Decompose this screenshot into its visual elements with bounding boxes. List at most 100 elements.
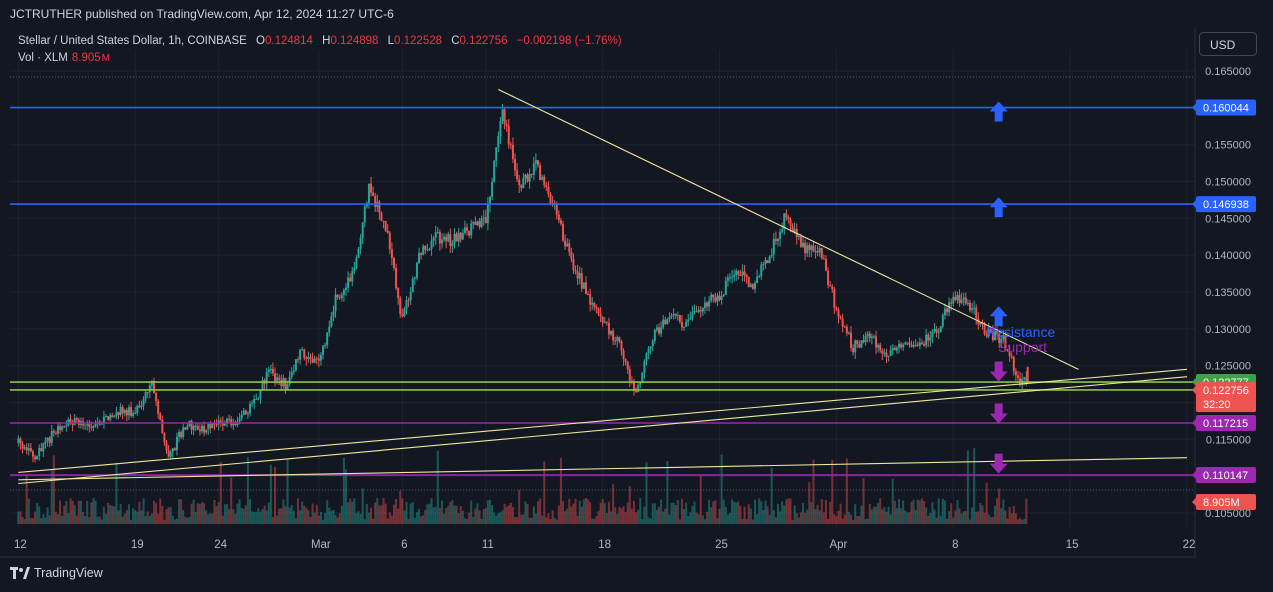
volume-bar	[453, 505, 456, 524]
volume-bar	[562, 501, 565, 524]
volume-bar	[662, 511, 665, 524]
candle-body	[854, 340, 857, 353]
candle-body	[616, 337, 619, 342]
volume-bar	[94, 500, 97, 524]
volume-bar	[463, 518, 466, 524]
publisher-line: JCTRUTHER published on TradingView.com, …	[10, 7, 394, 21]
volume-bar	[806, 509, 809, 524]
time-axis[interactable]: 12 19 24 Mar 6 11 18 25 Apr 8 15 22	[0, 539, 1195, 558]
candle-body	[238, 418, 241, 422]
high-label: H	[322, 35, 331, 47]
volume-bar	[447, 505, 450, 524]
candle-body	[155, 392, 158, 401]
trend-lines[interactable]	[18, 88, 1188, 485]
candle-body	[726, 277, 729, 281]
volume-bar	[883, 506, 886, 524]
candle-body	[685, 321, 688, 327]
volume-bar	[167, 507, 170, 524]
candle-body	[75, 418, 78, 420]
currency-button[interactable]: USD	[1199, 32, 1257, 56]
volume-bar	[432, 507, 435, 524]
candle-body	[906, 342, 909, 344]
volume-bar	[916, 499, 919, 524]
candle-body	[918, 342, 921, 346]
candle-body	[1016, 375, 1019, 378]
volume-bar	[991, 516, 994, 524]
volume-bar	[40, 518, 43, 524]
candle-body	[305, 357, 308, 359]
volume-bar	[772, 510, 775, 524]
candle-body	[445, 236, 448, 242]
volume-bar	[941, 498, 944, 524]
volume-bar	[445, 508, 448, 524]
volume-bar	[205, 510, 208, 524]
volume-bar	[820, 499, 823, 524]
candle-body	[44, 440, 47, 444]
candle-body	[63, 426, 66, 428]
tradingview-icon	[10, 567, 30, 579]
volume-bar	[307, 510, 310, 524]
candle-body	[562, 223, 565, 241]
candle-body	[509, 144, 512, 146]
level-badge-pointer	[1192, 418, 1196, 427]
candle-body	[637, 384, 640, 393]
candle-body	[549, 194, 552, 203]
volume-bar	[501, 510, 504, 524]
volume-bar	[67, 512, 70, 524]
candle-body	[34, 456, 37, 460]
volume-bar	[870, 509, 873, 524]
candle-body	[17, 438, 20, 443]
volume-bar	[520, 514, 523, 524]
volume-bar	[618, 506, 621, 524]
volume-bar	[180, 499, 183, 524]
candle-body	[344, 287, 347, 290]
candle-body	[284, 378, 287, 390]
volume-bar	[918, 500, 921, 524]
candle-body	[768, 256, 771, 264]
volume-bar	[526, 504, 529, 524]
volume-bar	[194, 511, 197, 524]
volume-bar	[862, 478, 865, 524]
tradingview-logo[interactable]: TradingView	[10, 566, 103, 580]
candle-body	[1026, 367, 1029, 382]
candle-body	[288, 376, 291, 385]
candle-body	[822, 258, 825, 260]
volume-bar	[708, 499, 711, 524]
volume-bar	[689, 512, 692, 524]
volume-bar	[843, 514, 846, 524]
candle-body	[1004, 335, 1007, 351]
volume-bar	[440, 500, 443, 524]
candle-body	[841, 319, 844, 327]
candle-body	[480, 218, 483, 227]
time-tick-label: 8	[952, 539, 958, 551]
volume-bar	[931, 502, 934, 524]
candle-body	[136, 405, 139, 413]
volume-bar	[964, 510, 967, 524]
annotation-support: Support	[998, 339, 1047, 355]
candle-body	[534, 160, 537, 164]
volume-bar	[123, 513, 126, 524]
candle-body	[641, 372, 644, 383]
volume-bar	[607, 501, 610, 524]
volume-bar	[246, 457, 249, 524]
candle-body	[493, 160, 496, 182]
volume-bar	[872, 506, 875, 524]
candle-body	[960, 299, 963, 304]
candle-body	[178, 432, 181, 437]
time-tick-label: 12	[14, 539, 27, 551]
volume-bar	[286, 459, 289, 524]
volume-bar	[956, 500, 959, 524]
candle-body	[324, 345, 327, 347]
candle-body	[276, 377, 279, 381]
volume-bar	[693, 501, 696, 524]
volume-bar	[228, 508, 231, 524]
volume-bar	[804, 512, 807, 524]
volume-bar	[349, 498, 352, 524]
volume-bar	[56, 514, 59, 524]
volume-bar	[785, 499, 788, 524]
candle-body	[758, 276, 761, 278]
candle-body	[19, 438, 22, 444]
volume-bar	[136, 511, 139, 524]
